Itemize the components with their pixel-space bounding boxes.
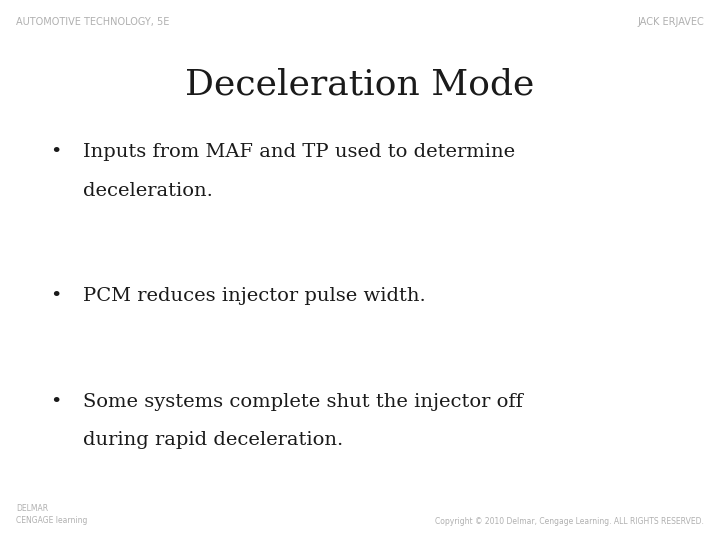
Text: Inputs from MAF and TP used to determine: Inputs from MAF and TP used to determine: [83, 143, 515, 161]
Text: •: •: [50, 287, 62, 305]
Text: JACK ERJAVEC: JACK ERJAVEC: [637, 17, 704, 28]
Text: DELMAR
CENGAGE learning: DELMAR CENGAGE learning: [16, 504, 87, 525]
Text: Some systems complete shut the injector off: Some systems complete shut the injector …: [83, 393, 523, 410]
Text: Deceleration Mode: Deceleration Mode: [185, 68, 535, 102]
Text: during rapid deceleration.: during rapid deceleration.: [83, 431, 343, 449]
Text: PCM reduces injector pulse width.: PCM reduces injector pulse width.: [83, 287, 426, 305]
Text: AUTOMOTIVE TECHNOLOGY, 5E: AUTOMOTIVE TECHNOLOGY, 5E: [16, 17, 169, 28]
Text: •: •: [50, 143, 62, 161]
Text: deceleration.: deceleration.: [83, 182, 212, 200]
Text: Copyright © 2010 Delmar, Cengage Learning. ALL RIGHTS RESERVED.: Copyright © 2010 Delmar, Cengage Learnin…: [436, 517, 704, 526]
Text: •: •: [50, 393, 62, 410]
